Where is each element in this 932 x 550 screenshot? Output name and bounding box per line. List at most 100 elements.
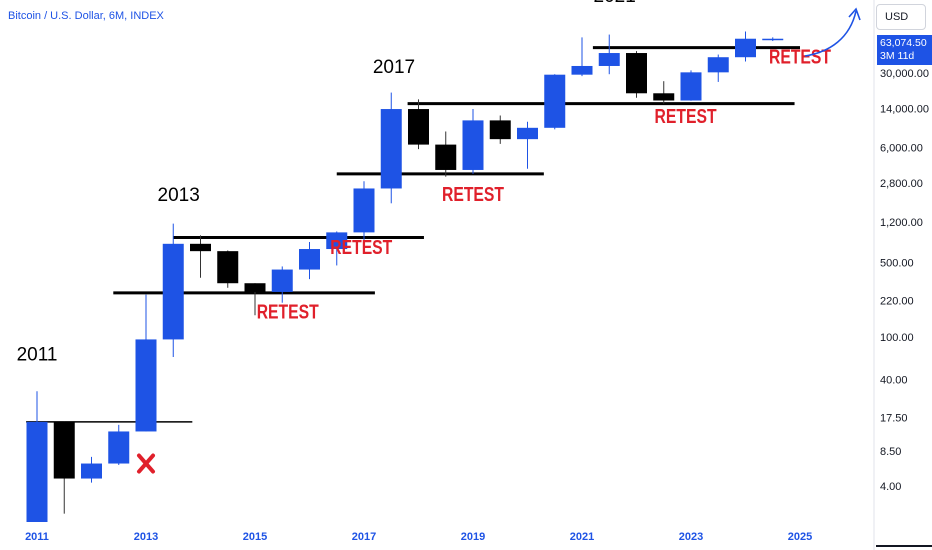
y-tick-label: 1,200.00 xyxy=(880,217,923,229)
candle xyxy=(707,54,729,82)
y-tick-label: 8.50 xyxy=(880,446,901,458)
y-tick-label: 500.00 xyxy=(880,258,914,270)
candle-body xyxy=(626,53,647,94)
candle-body xyxy=(53,421,75,479)
candle-body xyxy=(108,431,130,464)
candle-body xyxy=(380,109,402,189)
candle xyxy=(680,70,702,101)
candle xyxy=(135,294,157,432)
candle-body xyxy=(26,421,48,522)
candle-body xyxy=(271,269,293,292)
x-tick-label: 2021 xyxy=(570,531,594,543)
candle-body xyxy=(217,251,239,284)
candle xyxy=(53,421,75,514)
candle xyxy=(108,424,130,465)
retest-label: RETEST xyxy=(655,106,717,128)
candle xyxy=(735,31,756,62)
candle-body xyxy=(762,38,784,41)
currency-selector[interactable]: USD xyxy=(876,4,926,30)
candle xyxy=(653,81,675,104)
last-price: 63,074.50 xyxy=(880,37,927,49)
candle-body xyxy=(653,93,675,101)
candle xyxy=(762,37,784,42)
candle-body xyxy=(244,283,266,292)
x-tick-label: 2013 xyxy=(134,531,158,543)
y-tick-label: 14,000.00 xyxy=(880,103,929,115)
y-tick-label: 4.00 xyxy=(880,481,901,493)
y-tick-label: 30,000.00 xyxy=(880,68,929,80)
countdown: 3M 11d xyxy=(880,50,915,62)
candle xyxy=(271,266,293,303)
y-tick-label: 220.00 xyxy=(880,296,914,308)
candle xyxy=(489,115,511,144)
candles xyxy=(26,31,784,522)
x-tick-label: 2017 xyxy=(352,531,376,543)
x-axis: 2011 2013 2015 2017 2019 2021 2023 2025 xyxy=(25,531,812,543)
y-tick-label: 100.00 xyxy=(880,332,914,344)
x-tick-label: 2011 xyxy=(25,531,49,543)
candle xyxy=(299,241,320,280)
candle xyxy=(217,250,239,288)
y-tick-label: 2,800.00 xyxy=(880,178,923,190)
support-levels xyxy=(26,46,800,423)
candle xyxy=(190,235,211,278)
candle-body xyxy=(707,57,729,73)
candle-body xyxy=(735,38,756,58)
candle xyxy=(380,92,402,204)
candle-body xyxy=(135,339,157,432)
candle xyxy=(462,109,484,174)
annotations: 2011 2013 2017 2021 RETEST RETEST RETEST RETEST… xyxy=(17,0,831,474)
x-tick-label: 2023 xyxy=(679,531,703,543)
candle xyxy=(571,37,593,77)
x-mark-icon xyxy=(137,453,155,474)
candle xyxy=(81,456,102,483)
candle-body xyxy=(517,127,538,140)
candle-body xyxy=(408,109,429,145)
candle xyxy=(626,51,647,98)
candle-body xyxy=(326,232,348,250)
candle-body xyxy=(162,243,184,340)
year-label: 2021 xyxy=(594,0,636,7)
x-tick-label: 2015 xyxy=(243,531,267,543)
candle-body xyxy=(680,72,702,101)
candle-body xyxy=(571,65,593,75)
last-price-label: 63,074.50 3M 11d xyxy=(877,35,932,65)
candle xyxy=(26,391,48,522)
y-axis: 4.00 8.50 17.50 40.00 100.00 220.00 500.00 1,20… xyxy=(880,68,929,493)
candle xyxy=(326,231,348,266)
candle-body xyxy=(81,463,102,479)
retest-label: RETEST xyxy=(769,46,831,68)
retest-label: RETEST xyxy=(442,184,504,206)
candle xyxy=(353,181,375,244)
x-tick-label: 2019 xyxy=(461,531,485,543)
projection-arrow-icon xyxy=(804,10,857,57)
y-tick-label: 6,000.00 xyxy=(880,143,923,155)
retest-label: RETEST xyxy=(330,237,392,259)
candle xyxy=(162,223,184,357)
chart-title: Bitcoin / U.S. Dollar, 6M, INDEX xyxy=(8,10,164,22)
candle xyxy=(517,121,538,169)
candle-body xyxy=(435,144,457,170)
currency-label: USD xyxy=(885,11,909,23)
candle xyxy=(408,99,429,150)
y-tick-label: 40.00 xyxy=(880,374,908,386)
retest-label: RETEST xyxy=(257,301,319,323)
year-label: 2011 xyxy=(17,345,58,366)
candle xyxy=(544,74,566,130)
candle-body xyxy=(299,249,320,270)
candle xyxy=(244,283,266,316)
candle-body xyxy=(353,188,375,233)
candle-body xyxy=(544,74,566,128)
year-label: 2013 xyxy=(158,185,200,206)
candle-body xyxy=(462,120,484,170)
candle-body xyxy=(190,243,211,252)
year-label: 2017 xyxy=(373,57,415,78)
arrow-head-icon xyxy=(848,7,861,21)
candle-body xyxy=(489,120,511,140)
x-tick-label: 2025 xyxy=(788,531,812,543)
y-tick-label: 17.50 xyxy=(880,413,908,425)
candle-body xyxy=(598,53,620,66)
candle xyxy=(435,131,457,177)
x-mark-stroke xyxy=(137,453,155,474)
